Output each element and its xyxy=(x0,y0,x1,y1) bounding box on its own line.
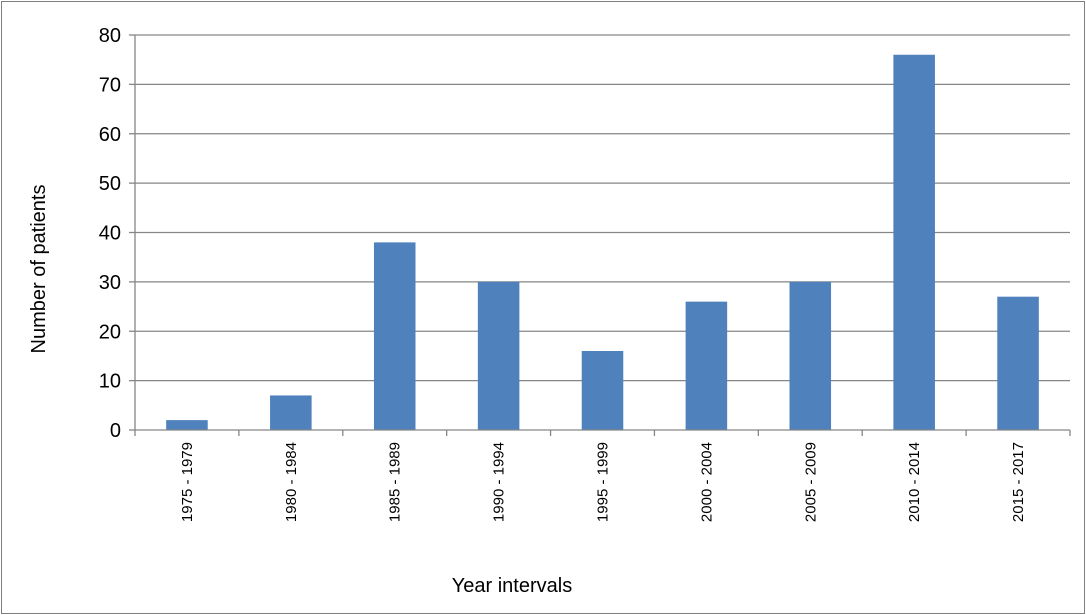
bar xyxy=(893,55,935,430)
y-tick-label: 10 xyxy=(99,371,121,393)
bar xyxy=(374,242,416,430)
x-tick-label: 2000 - 2004 xyxy=(698,442,715,522)
bar xyxy=(270,395,312,430)
y-tick-label: 80 xyxy=(99,25,121,47)
x-tick-label: 1980 - 1984 xyxy=(283,442,300,522)
bar xyxy=(166,420,208,430)
x-tick-labels: 1975 - 1979 1980 - 1984 1985 - 1989 1990 - … xyxy=(179,442,1027,522)
y-tick-label: 60 xyxy=(99,124,121,146)
y-tick-label: 50 xyxy=(99,173,121,195)
y-tick-label: 20 xyxy=(99,321,121,343)
bar xyxy=(686,302,728,430)
x-tick-label: 1975 - 1979 xyxy=(179,442,196,522)
y-tick-label: 0 xyxy=(110,420,121,442)
x-tick-label: 1995 - 1999 xyxy=(595,442,612,522)
y-tick-label: 70 xyxy=(99,74,121,96)
bar xyxy=(582,351,624,430)
bar xyxy=(790,282,832,430)
bars xyxy=(166,55,1039,430)
y-axis-title: Number of patients xyxy=(28,185,50,354)
x-tick-label: 1990 - 1994 xyxy=(491,442,508,522)
bar xyxy=(478,282,520,430)
y-tick-label: 30 xyxy=(99,272,121,294)
y-tick-labels: 0 10 20 30 40 50 60 70 80 xyxy=(99,25,121,442)
x-axis-title: Year intervals xyxy=(452,575,572,597)
bar xyxy=(997,297,1039,430)
y-tick-label: 40 xyxy=(99,223,121,245)
x-tick-label: 2010 - 2014 xyxy=(906,442,923,522)
x-tick-label: 2005 - 2009 xyxy=(802,442,819,522)
x-tick-label: 1985 - 1989 xyxy=(387,442,404,522)
x-tick-label: 2015 - 2017 xyxy=(1010,442,1027,522)
